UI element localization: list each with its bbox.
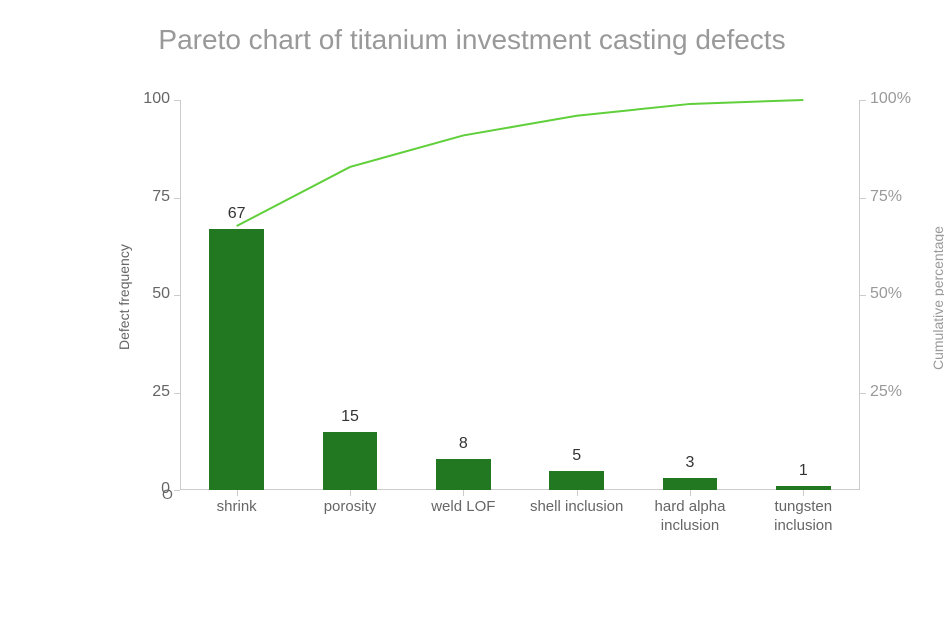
bar-value-label: 15 <box>320 408 380 426</box>
x-tick-label: porosity <box>297 498 402 517</box>
x-tick-mark <box>350 490 351 496</box>
y-right-tick-label: 25% <box>870 383 930 401</box>
y-left-tick-mark <box>174 295 180 296</box>
y-right-tick-label: 75% <box>870 188 930 206</box>
x-tick-label: shell inclusion <box>524 498 629 517</box>
y-left-tick-label: 100 <box>130 90 170 108</box>
bar-value-label: 8 <box>433 435 493 453</box>
cumulative-line-path <box>237 100 804 226</box>
pareto-chart: Pareto chart of titanium investment cast… <box>0 0 944 644</box>
x-tick-mark <box>690 490 691 496</box>
bar <box>209 229 263 490</box>
y-left-tick-mark <box>174 393 180 394</box>
bar <box>436 459 490 490</box>
cumulative-line <box>180 100 860 490</box>
y-left-tick-label: 75 <box>130 188 170 206</box>
y-right-tick-label: 100% <box>870 90 930 108</box>
plot-area: 67 15 8 5 3 1 <box>180 100 860 490</box>
x-tick-mark <box>237 490 238 496</box>
y-left-tick-label: 50 <box>130 285 170 303</box>
bar <box>549 471 603 491</box>
x-tick-label: tungsten inclusion <box>751 498 856 536</box>
y-left-tick-label: 25 <box>130 383 170 401</box>
bar <box>663 478 717 490</box>
bar-value-label: 1 <box>773 462 833 480</box>
y-left-tick-mark <box>174 100 180 101</box>
y-right-tick-label: 50% <box>870 285 930 303</box>
y-right-tick-mark <box>860 100 866 101</box>
x-tick-label: shrink <box>184 498 289 517</box>
y-left-tick-label: 0 <box>130 480 170 498</box>
bar-value-label: 67 <box>207 205 267 223</box>
bar <box>323 432 377 491</box>
x-tick-mark <box>803 490 804 496</box>
y-right-tick-mark <box>860 393 866 394</box>
chart-title: Pareto chart of titanium investment cast… <box>0 24 944 56</box>
y-right-axis-title: Cumulative percentage <box>930 226 944 370</box>
x-tick-label: hard alpha inclusion <box>637 498 742 536</box>
x-tick-label: weld LOF <box>411 498 516 517</box>
y-right-tick-mark <box>860 198 866 199</box>
x-tick-mark <box>577 490 578 496</box>
y-left-tick-mark <box>174 198 180 199</box>
x-tick-mark <box>463 490 464 496</box>
bar-value-label: 3 <box>660 454 720 472</box>
y-right-tick-mark <box>860 295 866 296</box>
bar-value-label: 5 <box>547 447 607 465</box>
y-left-tick-mark <box>174 490 180 491</box>
